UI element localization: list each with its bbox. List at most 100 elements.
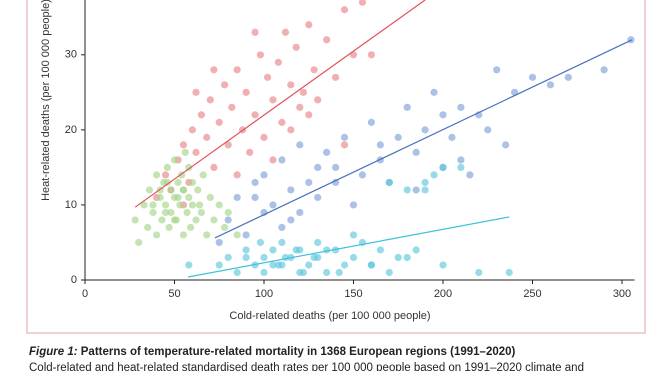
scatter-point [224,253,232,262]
scatter-point [299,88,307,96]
scatter-point [203,231,211,239]
scatter-point [305,178,313,187]
scatter-point [192,88,200,96]
scatter-point [412,246,420,254]
scatter-point [224,216,232,224]
scatter-point [403,103,411,111]
scatter-point [287,81,295,89]
scatter-point [457,163,465,171]
scatter-point [263,73,272,81]
scatter-point [221,223,229,232]
x-tick-label: 50 [168,288,180,300]
scatter-point [323,268,331,277]
scatter-point [412,148,420,156]
scatter-point [493,66,501,74]
scatter-point [412,186,420,194]
scatter-point [215,201,223,209]
scatter-point [269,261,277,269]
scatter-point [340,133,349,141]
scatter-point [305,261,313,269]
trend-line [214,39,633,239]
scatter-point [260,171,268,179]
scatter-point [233,268,241,277]
scatter-point [278,238,286,247]
scatter-point [296,103,304,111]
scatter-point [153,231,161,239]
scatter-point [246,148,254,156]
x-tick-label: 200 [434,288,452,300]
scatter-point [228,103,236,111]
scatter-point [278,118,286,126]
scatter-point [600,66,608,74]
scatter-point [215,118,223,126]
scatter-point [161,171,170,179]
scatter-point [505,268,513,277]
scatter-point [188,126,196,134]
scatter-point [305,21,313,29]
scatter-point [367,51,375,59]
scatter-point [210,216,218,224]
scatter-point [224,208,232,217]
scatter-point [192,216,200,224]
scatter-point [210,66,218,74]
scatter-point [439,261,447,269]
x-tick-label: 250 [523,288,541,300]
scatter-point [242,88,250,96]
scatter-point [163,178,171,187]
scatter-point [349,253,358,262]
scatter-point [167,208,175,217]
caption-label: Figure 1: [29,346,78,358]
scatter-point [367,261,375,269]
scatter-point [251,111,259,119]
scatter-point [475,268,483,277]
scatter-point [340,6,349,14]
scatter-point [161,201,170,209]
scatter-point [314,96,322,104]
scatter-point [135,238,143,247]
scatter-point [340,261,349,269]
scatter-point [323,246,331,254]
scatter-point [256,51,265,59]
scatter-point [224,141,232,149]
scatter-point [183,208,191,217]
scatter-point [403,186,411,194]
scatter-point [260,253,268,262]
scatter-point [484,126,492,134]
scatter-point [332,178,340,187]
y-tick-label: 10 [65,199,77,211]
scatter-point [179,141,188,149]
x-tick-label: 0 [82,288,88,300]
scatter-point [163,163,171,171]
scatter-point [185,261,193,269]
scatter-point [203,133,211,141]
trend-line [134,0,426,208]
scatter-point [242,231,250,239]
scatter-point [158,216,166,224]
scatter-point [215,238,223,247]
scatter-point [292,43,300,51]
plot-area [131,0,635,278]
scatter-point [287,126,295,134]
scatter-point [251,28,259,36]
scatter-point [278,156,286,164]
scatter-point [251,193,259,202]
scatter-point [376,246,384,254]
scatter-point [251,178,259,187]
scatter-point [170,156,179,164]
scatter-point [256,238,265,247]
scatter-point [340,141,349,149]
scatter-point [153,171,161,179]
scatter-point [421,126,429,134]
scatter-point [179,186,188,194]
scatter-point [269,96,277,104]
scatter-point [314,193,322,202]
scatter-point [199,171,207,179]
scatter-point [145,186,154,194]
scatter-point [305,111,313,119]
scatter-point [448,133,456,141]
scatter-point [274,261,282,269]
scatter-point [278,223,286,232]
x-tick-label: 300 [613,288,631,300]
